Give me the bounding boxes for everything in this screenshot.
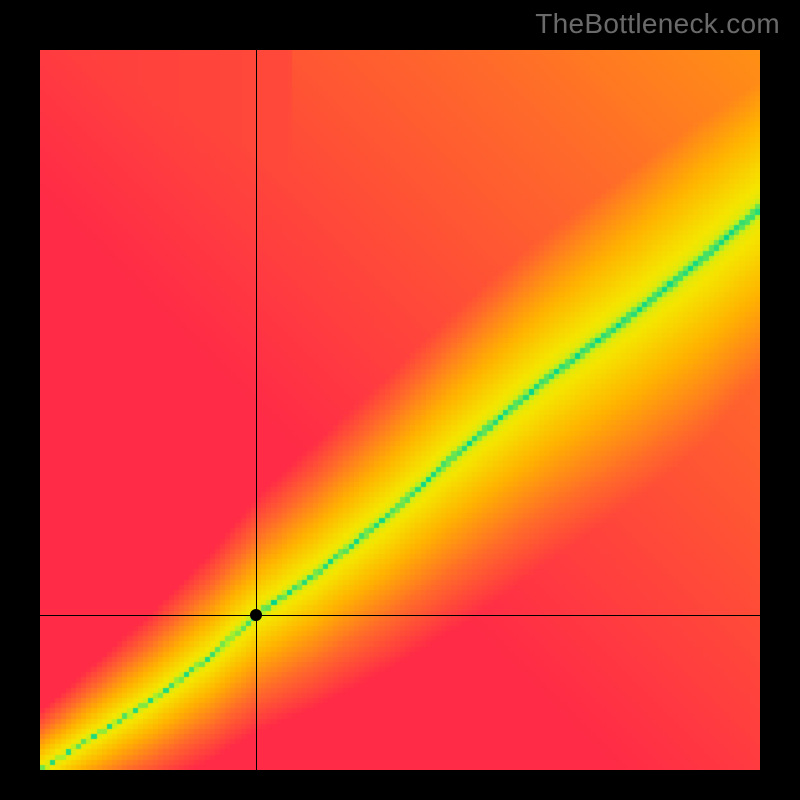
- watermark-text: TheBottleneck.com: [535, 8, 780, 40]
- marker-dot: [250, 609, 262, 621]
- chart-frame: TheBottleneck.com: [0, 0, 800, 800]
- heatmap-canvas: [40, 50, 760, 770]
- plot-area: [40, 50, 760, 770]
- crosshair-vertical: [256, 50, 257, 770]
- crosshair-horizontal: [40, 615, 760, 616]
